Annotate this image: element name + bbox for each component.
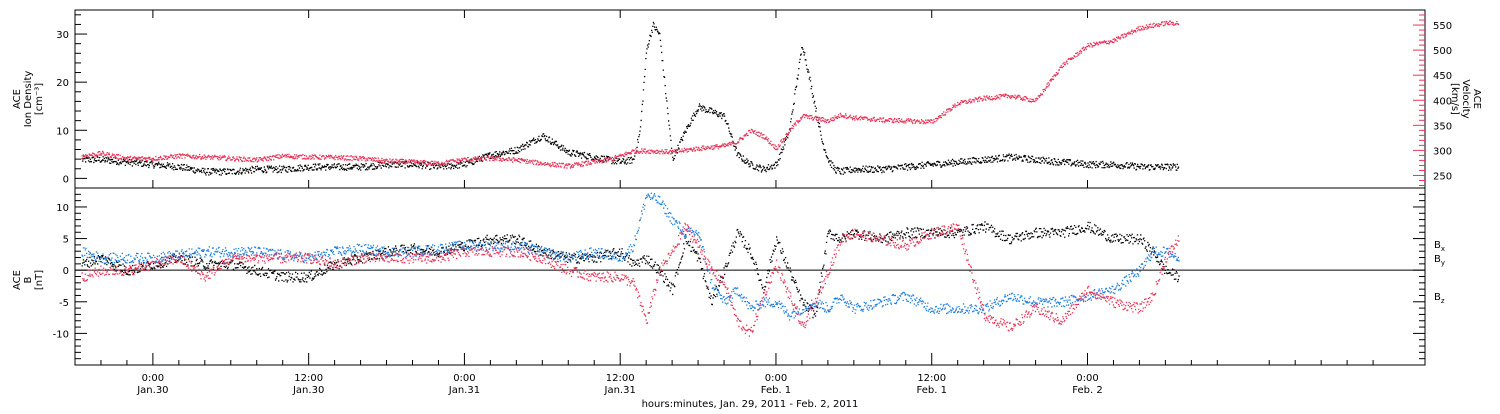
density-velocity-panel [74, 9, 1426, 189]
density-tick-label: 30 [56, 30, 69, 41]
x-tick-time: 12:00 [606, 373, 635, 384]
bfield-ylabel-line3: [nT] [34, 270, 45, 290]
density-ylabel-line3: [cm⁻³] [34, 83, 45, 115]
bfield-tick-label: 5 [63, 235, 69, 246]
bfield-tick-label: -5 [59, 298, 69, 309]
density-ylabel-line2: Ion Density [23, 71, 34, 128]
x-tick-date: Jan.30 [292, 385, 324, 396]
velocity-ylabel-line1: ACE [1471, 89, 1482, 109]
x-tick-date: Jan.31 [448, 385, 480, 396]
density-tick-label: 0 [63, 174, 69, 185]
legend-by: By [1434, 254, 1445, 267]
velocity-tick-label: 500 [1433, 46, 1452, 57]
x-tick-date: Feb. 1 [917, 385, 947, 396]
velocity-tick-label: 300 [1433, 146, 1452, 157]
x-axis-label: hours:minutes, Jan. 29, 2011 - Feb. 2, 2… [642, 399, 859, 410]
x-tick-time: 12:00 [294, 373, 323, 384]
density-tick-label: 10 [56, 126, 69, 137]
velocity-tick-label: 450 [1433, 71, 1452, 82]
legend-bz: Bz [1434, 292, 1445, 305]
density-series [81, 21, 1180, 176]
velocity-tick-label: 400 [1433, 96, 1452, 107]
x-tick-time: 12:00 [917, 373, 946, 384]
velocity-series [81, 20, 1180, 169]
bfield-ylabel-line1: ACE [12, 270, 23, 290]
x-tick-date: Feb. 1 [761, 385, 791, 396]
bz-series [81, 222, 1180, 337]
bfield-tick-label: -10 [53, 329, 69, 340]
bfield-tick-label: 10 [56, 203, 69, 214]
x-tick-time: 0:00 [765, 373, 787, 384]
x-tick-date: Feb. 2 [1072, 385, 1102, 396]
bfield-ylabel-line2: B [23, 276, 34, 283]
velocity-tick-label: 350 [1433, 121, 1452, 132]
x-tick-date: Jan.31 [604, 385, 636, 396]
x-tick-date: Jan.30 [136, 385, 168, 396]
velocity-tick-label: 250 [1433, 171, 1452, 182]
x-tick-time: 0:00 [453, 373, 475, 384]
x-tick-time: 0:00 [142, 373, 164, 384]
velocity-tick-label: 550 [1433, 21, 1452, 32]
legend-bx: Bx [1434, 240, 1445, 253]
velocity-ylabel-line3: [km/s] [1449, 83, 1460, 115]
by-series [81, 192, 1180, 321]
density-tick-label: 20 [56, 78, 69, 89]
density-ylabel-line1: ACE [12, 89, 23, 109]
velocity-ylabel-line2: Velocity [1460, 79, 1471, 118]
bfield-tick-label: 0 [63, 266, 69, 277]
x-tick-time: 0:00 [1076, 373, 1098, 384]
